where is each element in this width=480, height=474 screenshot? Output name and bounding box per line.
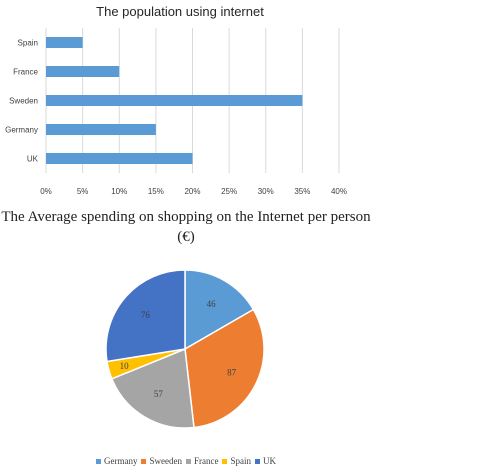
pie-value-label-uk: 76 (141, 310, 151, 320)
legend-label: France (193, 456, 219, 466)
pie-slice-uk (105, 269, 186, 363)
category-label-germany: Germany (5, 126, 38, 135)
category-label-sweden: Sweden (9, 97, 38, 106)
bar-france (46, 66, 120, 77)
x-tick-label: 10% (111, 187, 127, 196)
pie-value-label-france: 57 (154, 389, 164, 399)
bar-uk (46, 153, 193, 164)
legend-swatch (141, 459, 147, 465)
legend-label: UK (263, 456, 276, 466)
pie-chart: 46 87 57 10 76 (105, 269, 265, 429)
legend-label: Germany (103, 456, 138, 466)
x-tick-label: 20% (184, 187, 200, 196)
bar-germany (46, 124, 156, 135)
legend-swatch (222, 459, 228, 465)
legend-item-france: France (185, 456, 219, 466)
x-tick-label: 35% (294, 187, 310, 196)
x-tick-label: 30% (258, 187, 274, 196)
legend-item-uk: UK (255, 456, 276, 466)
legend-item-germany: Germany (95, 456, 138, 466)
bar-chart: 0% 5% 10% 15% 20% 25% 30% 35% 40% Spain France Swed… (5, 28, 347, 196)
x-tick-label: 15% (148, 187, 164, 196)
legend-swatch (255, 459, 260, 465)
category-label-spain: Spain (18, 39, 38, 48)
x-tick-label: 40% (331, 187, 347, 196)
pie-slice-france (110, 347, 195, 429)
pie-value-label-sweeden: 87 (227, 367, 237, 377)
category-label-france: France (13, 68, 38, 77)
pie-legend: Germany Sweeden France Spain UK (0, 456, 372, 466)
bar-spain (46, 37, 83, 48)
legend-item-sweeden: Sweeden (141, 456, 182, 466)
legend-item-spain: Spain (222, 456, 251, 466)
pie-chart-title: The Average spending on shopping on the … (1, 209, 371, 245)
legend-swatch (185, 459, 191, 465)
x-tick-label: 5% (77, 187, 89, 196)
pie-slice-sweeden (184, 308, 265, 429)
bar-sweden (46, 95, 303, 106)
pie-value-label-spain: 10 (120, 361, 130, 371)
legend-label: Sweeden (149, 456, 182, 466)
x-tick-label: 25% (221, 187, 237, 196)
pie-slice-germany (184, 269, 255, 351)
legend-label: Spain (230, 456, 251, 466)
pie-value-label-germany: 46 (207, 299, 217, 309)
x-tick-label: 0% (40, 187, 52, 196)
legend-swatch (95, 459, 101, 465)
category-label-uk: UK (27, 155, 39, 164)
bar-chart-title: The population using internet (96, 4, 264, 19)
